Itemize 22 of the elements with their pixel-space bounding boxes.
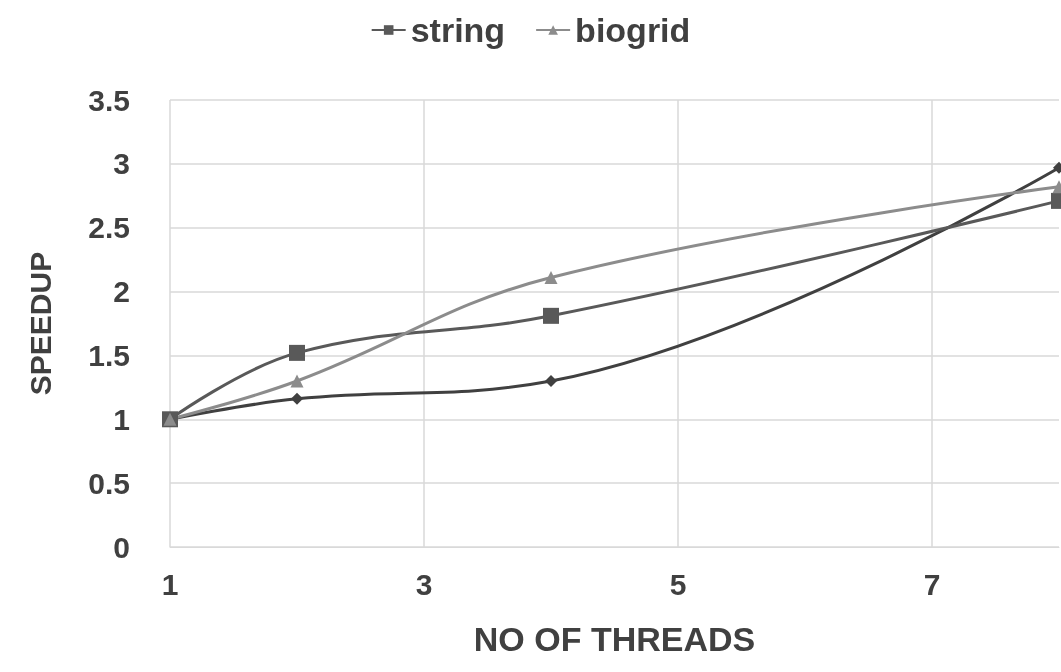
point — [290, 374, 304, 388]
legend-label: string — [410, 11, 506, 49]
y-tick-label: 3 — [113, 147, 130, 181]
point — [291, 392, 303, 405]
point — [289, 344, 305, 361]
x-axis-title: NO OF THREADS — [473, 620, 756, 658]
x-tick-label: 7 — [923, 567, 941, 601]
point — [545, 374, 557, 387]
y-tick-label: 2 — [113, 275, 130, 309]
y-tick-label: 1.5 — [88, 338, 130, 372]
y-axis-title: SPEEDUP — [23, 251, 57, 396]
point — [544, 271, 558, 285]
y-tick-label: 3.5 — [88, 83, 130, 117]
x-tick-label: 1 — [161, 567, 179, 601]
x-tick-label: 3 — [415, 567, 433, 601]
legend-label: biogrid — [575, 11, 691, 49]
y-tick-label: 2.5 — [88, 211, 130, 245]
y-tick-label: 1 — [113, 402, 130, 436]
y-tick-label: 0 — [113, 530, 130, 564]
x-tick-label: 5 — [669, 567, 687, 601]
y-tick-label: 0.5 — [88, 466, 130, 500]
point — [543, 307, 559, 324]
